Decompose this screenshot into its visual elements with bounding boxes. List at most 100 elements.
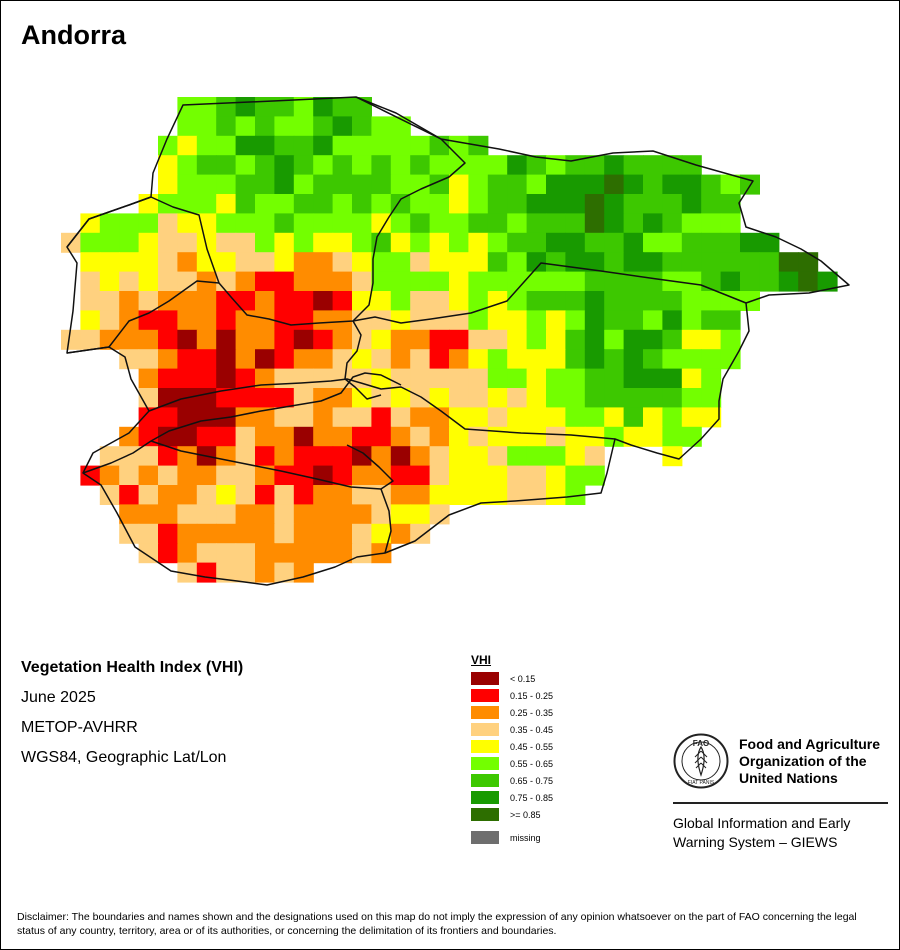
vhi-pixel (313, 155, 334, 176)
vhi-pixel (177, 97, 198, 117)
vhi-pixel (410, 388, 431, 408)
vhi-pixel (255, 174, 275, 195)
vhi-pixel (352, 271, 372, 292)
vhi-pixel (313, 116, 334, 137)
vhi-pixel (138, 252, 159, 273)
district-line (344, 320, 382, 400)
vhi-pixel (293, 155, 314, 176)
vhi-pixel (158, 543, 178, 564)
vhi-pixel (623, 426, 644, 447)
vhi-pixel (507, 349, 528, 370)
vhi-pixel (468, 329, 489, 350)
vhi-pixel (390, 310, 411, 331)
vhi-pixel (759, 232, 780, 253)
projection-label: WGS84, Geographic Lat/Lon (21, 749, 227, 766)
vhi-pixel (526, 310, 547, 331)
vhi-pixel (662, 155, 683, 176)
legend-item: < 0.15 (471, 670, 553, 687)
vhi-pixel (99, 252, 120, 273)
vhi-pixel (216, 252, 237, 273)
vhi-pixel (623, 213, 644, 234)
vhi-pixel (565, 349, 586, 370)
vhi-pixel (759, 271, 780, 292)
vhi-pixel (216, 310, 237, 331)
vhi-pixel (410, 271, 431, 292)
vhi-pixel (196, 310, 217, 331)
vhi-pixel (410, 368, 431, 389)
vhi-pixel (604, 388, 625, 408)
legend-item-missing: missing (471, 829, 553, 846)
legend-swatch (471, 757, 499, 770)
vhi-pixel (177, 349, 198, 370)
vhi-pixel (390, 213, 411, 234)
vhi-pixel (390, 252, 411, 273)
vhi-pixel (196, 368, 217, 389)
vhi-pixel (487, 213, 508, 234)
vhi-pixel (681, 252, 702, 273)
vhi-pixel (701, 310, 722, 331)
vhi-pixel (274, 485, 295, 505)
vhi-pixel (196, 291, 217, 311)
vhi-pixel (80, 252, 101, 273)
vhi-pixel (468, 232, 489, 253)
vhi-pixel (507, 174, 528, 195)
vhi-pixel (487, 368, 508, 389)
vhi-pixel (138, 388, 159, 408)
vhi-pixel (274, 174, 295, 195)
vhi-pixel (216, 194, 237, 214)
vhi-pixel (390, 232, 411, 253)
vhi-pixel (526, 349, 547, 370)
vhi-pixel (449, 271, 469, 292)
vhi-pixel (507, 252, 528, 273)
vhi-pixel (196, 523, 217, 544)
svg-text:FIAT PANIS: FIAT PANIS (688, 780, 715, 786)
vhi-pixel (216, 504, 237, 525)
vhi-pixel (643, 368, 663, 389)
vhi-pixel (526, 446, 547, 467)
vhi-pixel (99, 291, 120, 311)
vhi-pixel (119, 349, 140, 370)
vhi-pixel (216, 368, 237, 389)
vhi-pixel (177, 485, 198, 505)
vhi-pixel (371, 155, 392, 176)
vhi-pixel (643, 155, 663, 176)
vhi-pixel (584, 155, 605, 176)
vhi-pixel (623, 329, 644, 350)
vhi-pixel (798, 271, 819, 292)
vhi-pixel (701, 368, 722, 389)
vhi-pixel (604, 426, 625, 447)
vhi-pixel (449, 135, 469, 156)
vhi-pixel (449, 213, 469, 234)
vhi-pixel (468, 349, 489, 370)
vhi-pixel (565, 465, 586, 486)
vhi-pixel (352, 426, 372, 447)
vhi-pixel (623, 310, 644, 331)
vhi-pixel (487, 155, 508, 176)
vhi-pixel (293, 97, 314, 117)
vhi-pixel (177, 271, 198, 292)
vhi-pixel (235, 504, 256, 525)
vhi-pixel (662, 291, 683, 311)
vhi-pixel (332, 485, 353, 505)
vhi-pixel (604, 368, 625, 389)
vhi-pixel (507, 194, 528, 214)
vhi-pixel (332, 97, 353, 117)
vhi-pixel (158, 523, 178, 544)
vhi-pixel (565, 232, 586, 253)
vhi-pixel (584, 388, 605, 408)
vhi-pixel (429, 271, 450, 292)
sensor-label: METOP-AVHRR (21, 719, 138, 736)
vhi-pixel (80, 329, 101, 350)
vhi-pixel (313, 407, 334, 428)
vhi-pixel (138, 523, 159, 544)
vhi-pixel (662, 407, 683, 428)
vhi-pixel (313, 504, 334, 525)
vhi-pixel (604, 232, 625, 253)
vhi-pixel (701, 291, 722, 311)
vhi-pixel (546, 349, 566, 370)
vhi-pixel (352, 543, 372, 564)
vhi-pixel (293, 174, 314, 195)
legend-label: 0.35 - 0.45 (510, 724, 554, 735)
vhi-pixel (216, 291, 237, 311)
legend-swatch (471, 723, 499, 736)
